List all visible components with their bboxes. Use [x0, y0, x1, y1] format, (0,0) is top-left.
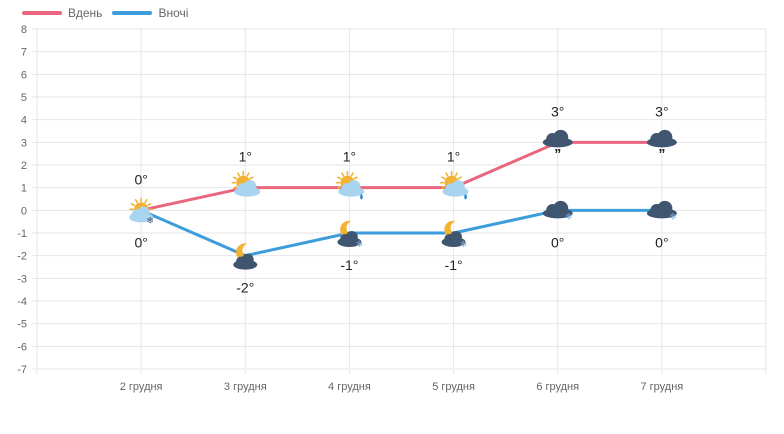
y-tick-label: 4 — [21, 115, 27, 127]
y-tick-label: 2 — [21, 160, 27, 172]
night-value-label: -2° — [236, 280, 254, 296]
series-line-day — [140, 140, 662, 212]
x-tick-label: 3 грудня — [224, 381, 267, 393]
sun-cloud-rain-icon — [439, 170, 469, 200]
y-tick-label: -4 — [17, 296, 27, 308]
x-tick-label: 7 грудня — [640, 381, 683, 393]
y-tick-label: 6 — [21, 69, 27, 81]
sun-cloud-rain-icon — [335, 170, 365, 200]
y-tick-label: -5 — [17, 319, 27, 331]
cloud-snow-icon: ❄ — [542, 200, 573, 221]
svg-text:❄: ❄ — [669, 211, 677, 221]
day-value-label: 0° — [134, 171, 147, 187]
cloud-rain-icon: ” — [646, 129, 677, 161]
x-tick-label: 6 грудня — [536, 381, 579, 393]
y-tick-label: -7 — [17, 364, 27, 376]
night-value-label: 0° — [655, 234, 668, 250]
y-tick-label: 3 — [21, 137, 27, 149]
legend-swatch-night — [112, 11, 153, 15]
y-tick-label: -3 — [17, 273, 27, 285]
night-value-label: 0° — [551, 234, 564, 250]
day-value-label: 1° — [343, 149, 356, 165]
series-line-night — [140, 208, 662, 258]
svg-text:❄: ❄ — [565, 211, 573, 221]
svg-text:❄: ❄ — [356, 239, 364, 249]
legend-swatch-day — [22, 11, 62, 15]
sun-cloud-snow-icon: ❄ — [129, 197, 154, 225]
y-tick-label: 1 — [21, 183, 27, 195]
y-tick-label: -6 — [17, 341, 27, 353]
night-value-label: 0° — [134, 234, 147, 250]
cloud-snow-icon: ❄ — [646, 200, 677, 221]
cloud-rain-icon: ” — [542, 129, 573, 161]
moon-cloud-icon — [233, 243, 258, 270]
moon-cloud-snow-icon: ❄ — [337, 220, 364, 249]
y-tick-label: 0 — [21, 205, 27, 217]
day-value-label: 1° — [239, 149, 252, 165]
svg-text:❄: ❄ — [146, 215, 154, 225]
svg-text:”: ” — [658, 145, 665, 161]
y-tick-label: -2 — [17, 251, 27, 263]
moon-cloud-snow-icon: ❄ — [441, 220, 468, 249]
day-value-label: 3° — [655, 103, 668, 119]
x-tick-label: 4 грудня — [328, 381, 371, 393]
sun-cloud-icon — [231, 170, 261, 197]
y-tick-label: -1 — [17, 228, 27, 240]
svg-text:❄: ❄ — [460, 239, 468, 249]
y-tick-label: 8 — [21, 24, 27, 36]
legend-label-night: Вночі — [158, 6, 189, 20]
x-tick-label: 5 грудня — [432, 381, 475, 393]
night-value-label: -1° — [340, 257, 358, 273]
y-tick-label: 5 — [21, 92, 27, 104]
night-value-label: -1° — [445, 257, 463, 273]
svg-text:”: ” — [554, 145, 561, 161]
legend: Вдень Вночі — [22, 6, 198, 20]
day-value-label: 1° — [447, 149, 460, 165]
legend-item-day[interactable]: Вдень — [22, 6, 102, 20]
y-tick-label: 7 — [21, 47, 27, 59]
x-tick-label: 2 грудня — [120, 381, 163, 393]
day-value-label: 3° — [551, 103, 564, 119]
legend-item-night[interactable]: Вночі — [112, 6, 188, 20]
legend-label-day: Вдень — [68, 6, 103, 20]
